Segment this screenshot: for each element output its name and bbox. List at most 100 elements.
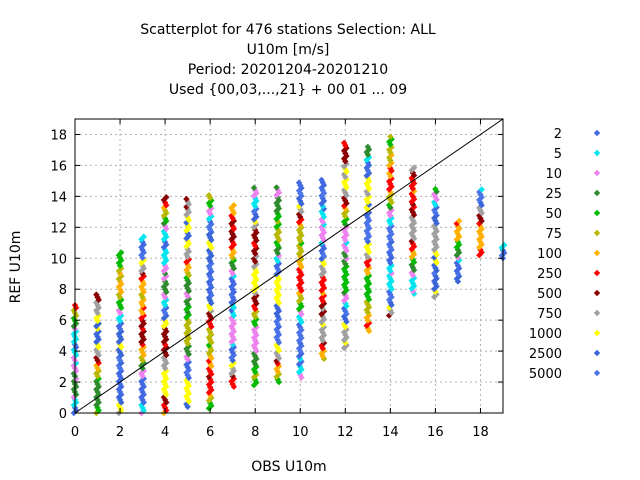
data-point [183, 322, 190, 329]
data-point [115, 283, 123, 290]
data-point [205, 192, 213, 199]
data-point [478, 186, 485, 193]
data-point [183, 258, 190, 266]
x-axis-label: OBS U10m [251, 459, 326, 475]
y-tick-labels: 0 2 4 6 8 10 12 14 16 18 [50, 128, 67, 422]
data-point [206, 202, 214, 210]
x-tick-label: 4 [161, 425, 169, 440]
data-point [340, 194, 348, 202]
data-point [318, 176, 325, 184]
legend-label: 5 [554, 147, 562, 162]
data-point [183, 361, 190, 368]
data-point [183, 195, 190, 203]
data-point [477, 223, 484, 230]
data-point [432, 225, 439, 232]
x-tick-label: 12 [337, 425, 354, 440]
legend-marker [593, 249, 601, 257]
data-point [206, 210, 214, 217]
legend-marker [593, 129, 601, 137]
data-point [118, 249, 125, 256]
plot-area [74, 118, 504, 414]
legend-label: 750 [537, 307, 562, 322]
data-point [116, 317, 124, 325]
data-point [116, 396, 124, 404]
data-point [340, 226, 348, 233]
data-point [139, 317, 146, 325]
data-point [409, 169, 417, 177]
data-point [206, 328, 214, 336]
data-point [116, 365, 124, 372]
title-line-1: Scatterplot for 476 stations Selection: … [140, 22, 436, 38]
data-point [183, 266, 190, 274]
data-point [95, 367, 102, 375]
data-point [115, 275, 123, 283]
data-point [163, 288, 170, 296]
data-point [140, 233, 147, 240]
x-tick-label: 2 [116, 425, 124, 440]
x-tick-label: 14 [382, 425, 399, 440]
data-point [431, 222, 438, 230]
data-point [163, 225, 170, 233]
data-point [206, 384, 214, 391]
legend-marker [593, 289, 601, 297]
data-point [161, 254, 169, 261]
data-point [206, 289, 214, 296]
data-point [115, 259, 123, 267]
legend-label: 5000 [529, 367, 562, 382]
data-point [161, 199, 169, 206]
reference-line [74, 118, 504, 414]
y-tick-label: 12 [50, 221, 67, 236]
data-point [139, 286, 146, 293]
data-point [433, 220, 440, 227]
data-point [116, 278, 124, 285]
data-point [365, 233, 373, 240]
data-point [183, 329, 190, 337]
data-point [116, 404, 124, 411]
data-point [116, 372, 124, 380]
data-point [183, 203, 190, 211]
data-point [183, 251, 190, 258]
data-point [388, 175, 395, 182]
data-point [163, 375, 170, 383]
data-point [183, 385, 190, 392]
data-point [388, 207, 395, 214]
legend-marker [593, 189, 601, 197]
data-point [477, 230, 484, 238]
y-tick-label: 4 [59, 345, 67, 360]
data-point [342, 229, 349, 236]
data-point [115, 378, 123, 385]
data-point [230, 225, 238, 233]
data-point [160, 196, 168, 204]
chart-title: Scatterplot for 476 stations Selection: … [140, 22, 436, 98]
data-point [95, 407, 102, 414]
data-point [160, 228, 168, 235]
data-point [95, 375, 102, 383]
data-point [163, 194, 170, 201]
data-point [455, 217, 463, 225]
data-point [163, 257, 170, 264]
y-tick-label: 8 [59, 283, 67, 298]
legend-marker [593, 209, 601, 217]
data-point [115, 346, 123, 354]
data-point [183, 393, 190, 400]
data-point [139, 404, 146, 411]
data-point [206, 265, 214, 273]
data-point [409, 232, 417, 240]
x-tick-label: 0 [71, 425, 79, 440]
y-axis-label: REF U10m [8, 231, 24, 304]
legend-marker [593, 309, 601, 317]
data-point [115, 401, 123, 409]
data-point [476, 196, 483, 204]
data-point [163, 304, 170, 311]
data-point [183, 219, 190, 226]
data-point [206, 297, 214, 304]
legend-label: 2500 [529, 347, 562, 362]
data-point [163, 312, 170, 319]
data-point [95, 336, 102, 343]
x-tick-label: 8 [251, 425, 259, 440]
legend-marker [593, 329, 601, 337]
data-point [298, 247, 305, 255]
data-point [95, 320, 102, 327]
data-point [163, 336, 170, 343]
